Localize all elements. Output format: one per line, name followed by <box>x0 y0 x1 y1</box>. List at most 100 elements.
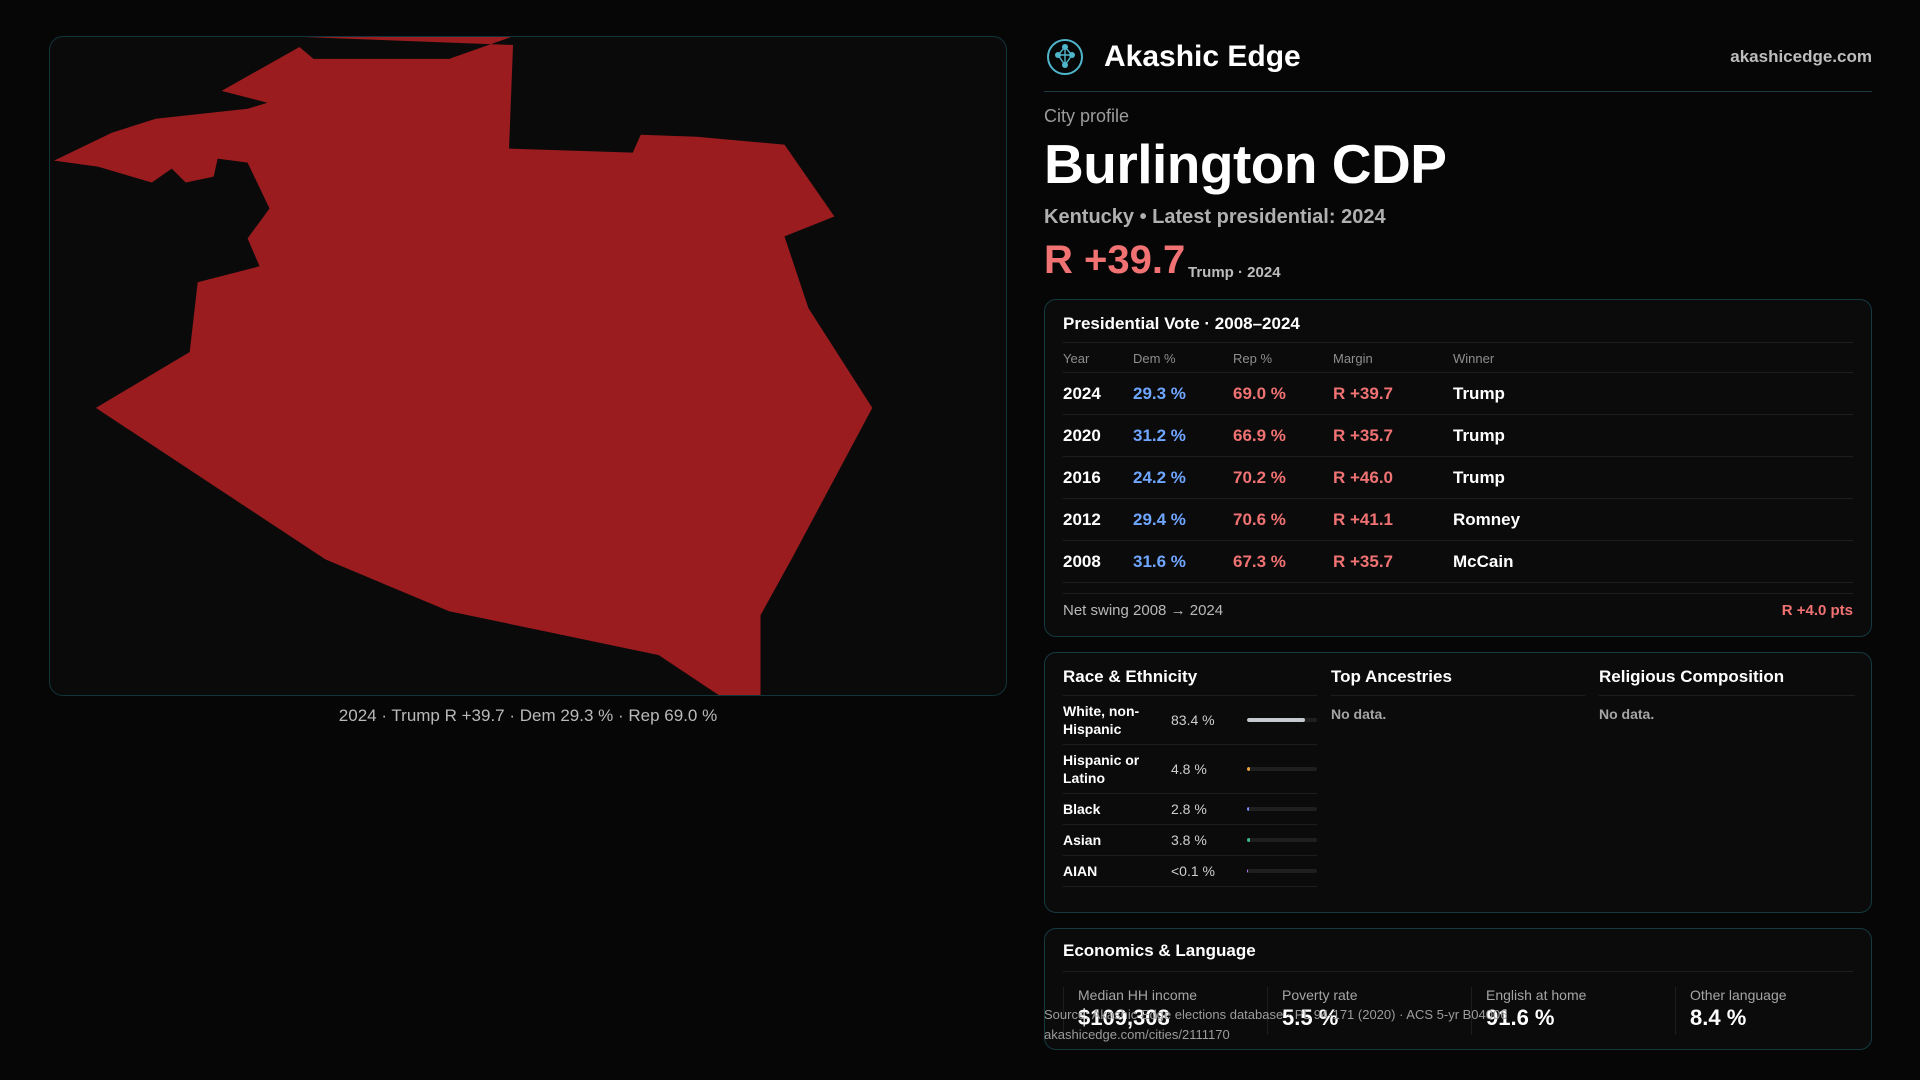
row-winner: Trump <box>1453 426 1505 445</box>
table-row: 2012 29.4 % 70.6 % R +41.1 Romney <box>1063 499 1853 541</box>
stat-value: 8.4 % <box>1690 1005 1747 1030</box>
poverty-rate-stat: Poverty rate 5.5 % <box>1267 987 1467 1035</box>
row-margin: R +35.7 <box>1333 552 1394 571</box>
row-rep: 67.3 % <box>1233 552 1286 571</box>
stat-label: Median HH income <box>1078 987 1198 1003</box>
race-ethnicity-list: White, non-Hispanic 83.4 % Hispanic or L… <box>1063 696 1317 887</box>
race-bar-fill <box>1247 767 1251 771</box>
race-percent: 2.8 % <box>1171 801 1207 817</box>
table-row: 2008 31.6 % 67.3 % R +35.7 McCain <box>1063 541 1853 583</box>
race-percent: 4.8 % <box>1171 761 1207 777</box>
race-bar-fill <box>1247 807 1249 811</box>
race-ethnicity-section: Race & Ethnicity White, non-Hispanic 83.… <box>1063 667 1317 887</box>
presidential-vote-card: Presidential Vote · 2008–2024 Year Dem %… <box>1044 299 1872 637</box>
ancestries-empty: No data. <box>1331 706 1387 722</box>
ancestries-title: Top Ancestries <box>1331 667 1585 696</box>
ancestries-section: Top Ancestries No data. <box>1331 667 1585 722</box>
presidential-vote-table: Year Dem % Rep % Margin Winner 2024 29.3… <box>1063 342 1853 583</box>
page-kicker: City profile <box>1044 106 1130 126</box>
net-swing-label: Net swing 2008 → 2024 <box>1063 602 1224 619</box>
stat-label: English at home <box>1486 987 1587 1003</box>
economics-title: Economics & Language <box>1063 941 1256 960</box>
other-language-stat: Other language 8.4 % <box>1675 987 1875 1035</box>
row-winner: Trump <box>1453 468 1505 487</box>
row-year: 2020 <box>1063 426 1101 445</box>
race-bar <box>1247 807 1317 811</box>
divider <box>1063 971 1853 972</box>
race-label: Asian <box>1063 832 1102 848</box>
col-winner: Winner <box>1453 351 1495 366</box>
religion-title: Religious Composition <box>1599 667 1855 696</box>
site-header: Akashic Edge akashicedge.com <box>1044 36 1872 92</box>
city-map[interactable] <box>49 36 1007 696</box>
race-bar <box>1247 767 1317 771</box>
race-percent: 83.4 % <box>1171 712 1215 728</box>
race-bar <box>1247 869 1317 873</box>
list-item: AIAN <0.1 % <box>1063 856 1317 887</box>
row-margin: R +35.7 <box>1333 426 1394 445</box>
list-item: Asian 3.8 % <box>1063 825 1317 856</box>
row-winner: Romney <box>1453 510 1521 529</box>
stat-value: 91.6 % <box>1486 1005 1555 1030</box>
row-rep: 66.9 % <box>1233 426 1286 445</box>
stat-label: Poverty rate <box>1282 987 1358 1003</box>
race-label: AIAN <box>1063 863 1098 879</box>
row-dem: 31.2 % <box>1133 426 1186 445</box>
col-rep: Rep % <box>1233 351 1273 366</box>
tree-of-life-icon[interactable] <box>1046 38 1084 76</box>
race-ethnicity-title: Race & Ethnicity <box>1063 667 1317 696</box>
row-margin: R +41.1 <box>1333 510 1394 529</box>
race-label: Hispanic or Latino <box>1063 752 1140 786</box>
site-url-link[interactable]: akashicedge.com <box>1730 47 1872 66</box>
demographics-card: Race & Ethnicity White, non-Hispanic 83.… <box>1044 652 1872 913</box>
table-row: 2016 24.2 % 70.2 % R +46.0 Trump <box>1063 457 1853 499</box>
table-header: Year Dem % Rep % Margin Winner <box>1063 343 1853 373</box>
source-note: Source: Akashic Edge elections database … <box>1044 1005 1507 1045</box>
row-dem: 29.4 % <box>1133 510 1186 529</box>
page-subtitle: Kentucky • Latest presidential: 2024 <box>1044 206 1386 228</box>
list-item: Black 2.8 % <box>1063 794 1317 825</box>
latest-margin-note: Trump · 2024 <box>1188 264 1281 281</box>
row-margin: R +39.7 <box>1333 384 1394 403</box>
religion-empty: No data. <box>1599 706 1655 722</box>
col-dem: Dem % <box>1133 351 1176 366</box>
english-at-home-stat: English at home 91.6 % <box>1471 987 1671 1035</box>
race-bar <box>1247 718 1317 722</box>
race-bar <box>1247 838 1317 842</box>
race-percent: <0.1 % <box>1171 863 1215 879</box>
race-label: Black <box>1063 801 1101 817</box>
map-caption: 2024 · Trump R +39.7 · Dem 29.3 % · Rep … <box>338 706 718 725</box>
row-dem: 24.2 % <box>1133 468 1186 487</box>
race-bar-fill <box>1247 838 1250 842</box>
row-year: 2016 <box>1063 468 1101 487</box>
latest-margin: R +39.7 <box>1044 238 1186 282</box>
row-year: 2024 <box>1063 384 1101 403</box>
net-swing: Net swing 2008 → 2024 R +4.0 pts <box>1063 593 1853 629</box>
row-dem: 29.3 % <box>1133 384 1186 403</box>
economics-card: Economics & Language Median HH income $1… <box>1044 928 1872 1050</box>
row-rep: 70.6 % <box>1233 510 1286 529</box>
row-year: 2008 <box>1063 552 1101 571</box>
col-margin: Margin <box>1333 351 1373 366</box>
list-item: Hispanic or Latino 4.8 % <box>1063 745 1317 794</box>
religion-section: Religious Composition No data. <box>1599 667 1855 722</box>
stat-value: 5.5 % <box>1282 1005 1339 1030</box>
brand-name[interactable]: Akashic Edge <box>1104 40 1301 73</box>
col-year: Year <box>1063 351 1090 366</box>
row-year: 2012 <box>1063 510 1101 529</box>
row-rep: 70.2 % <box>1233 468 1286 487</box>
median-income-stat: Median HH income $109,308 <box>1063 987 1263 1035</box>
row-dem: 31.6 % <box>1133 552 1186 571</box>
race-bar-fill <box>1247 869 1248 873</box>
race-bar-fill <box>1247 718 1306 722</box>
city-boundary-shape[interactable] <box>53 37 873 695</box>
source-citation: Source: Akashic Edge elections database … <box>1044 1007 1508 1022</box>
stat-label: Other language <box>1690 987 1787 1003</box>
stat-value: $109,308 <box>1078 1005 1170 1030</box>
row-margin: R +46.0 <box>1333 468 1394 487</box>
row-winner: McCain <box>1453 552 1514 571</box>
city-boundary-map <box>53 37 873 695</box>
presidential-vote-title: Presidential Vote · 2008–2024 <box>1063 314 1300 333</box>
source-link[interactable]: akashicedge.com/cities/2111170 <box>1044 1027 1230 1042</box>
race-label: White, non-Hispanic <box>1063 703 1140 737</box>
